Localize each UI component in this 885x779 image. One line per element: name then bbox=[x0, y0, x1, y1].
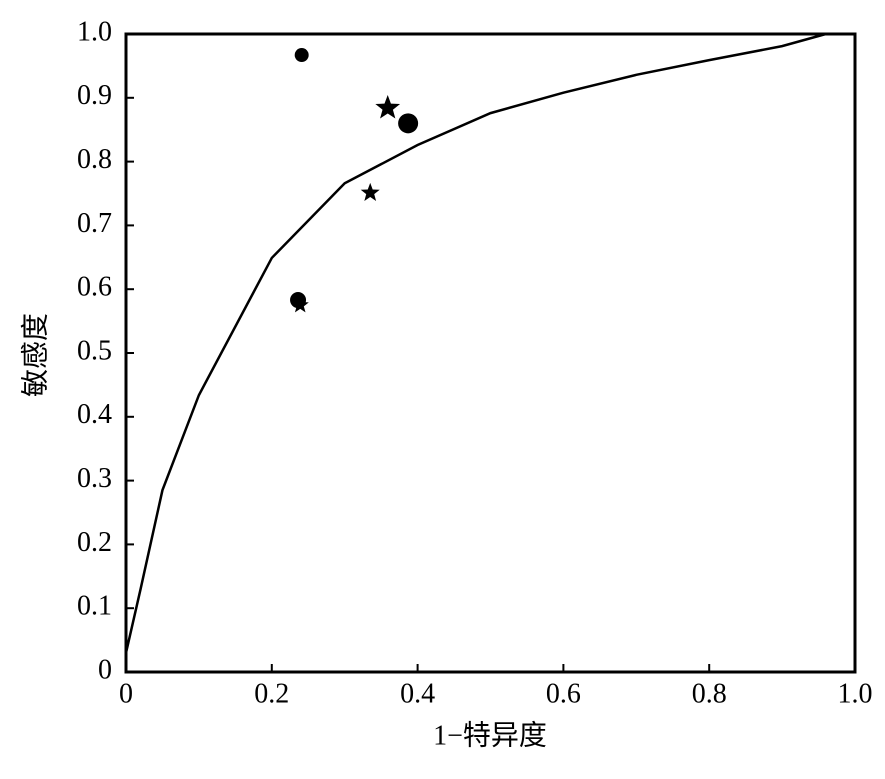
y-tick-label: 0.9 bbox=[77, 80, 112, 111]
y-tick-label: 0.7 bbox=[77, 208, 112, 239]
x-tick-label: 0.6 bbox=[546, 678, 581, 709]
y-tick-label: 0 bbox=[98, 654, 112, 685]
y-tick-label: 0.6 bbox=[77, 272, 112, 303]
y-axis-label: 敏感度 bbox=[19, 313, 51, 397]
x-tick-label: 0.8 bbox=[692, 678, 727, 709]
sroc-curve bbox=[124, 32, 827, 654]
x-tick-label: 1.0 bbox=[838, 678, 873, 709]
y-tick-label: 1.0 bbox=[77, 16, 112, 47]
y-tick-label: 0.4 bbox=[77, 399, 112, 430]
y-tick-label: 0.1 bbox=[77, 591, 112, 622]
y-tick-label: 0.3 bbox=[77, 463, 112, 494]
y-tick-label: 0.5 bbox=[77, 335, 112, 366]
x-tick-label: 0 bbox=[119, 678, 133, 709]
star-point bbox=[291, 296, 309, 313]
star-point bbox=[360, 182, 380, 201]
circle-point bbox=[398, 113, 419, 134]
x-axis-label: 1−特异度 bbox=[433, 719, 547, 751]
x-tick-label: 0.4 bbox=[400, 678, 435, 709]
y-tick-label: 0.8 bbox=[77, 144, 112, 175]
circle-point bbox=[294, 48, 309, 63]
star-point bbox=[375, 95, 401, 119]
x-tick-label: 0.2 bbox=[254, 678, 289, 709]
plot-frame bbox=[124, 32, 857, 674]
y-tick-label: 0.2 bbox=[77, 527, 112, 558]
